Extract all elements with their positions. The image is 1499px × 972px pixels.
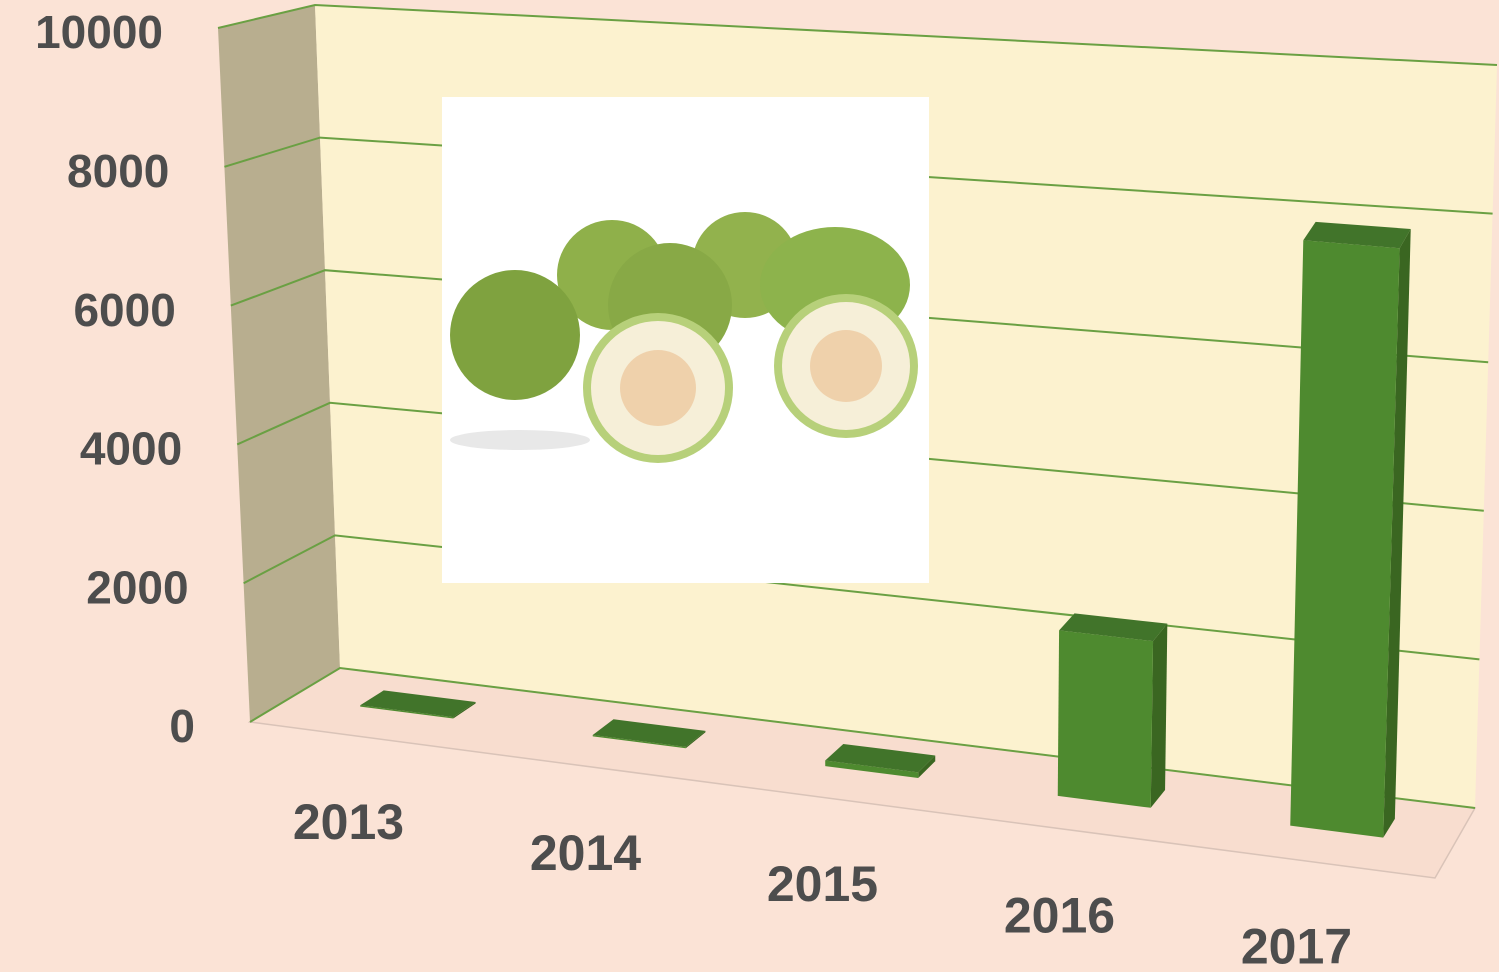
x-tick-label: 2016 <box>1004 887 1115 943</box>
bar <box>360 690 476 719</box>
bar <box>592 719 706 749</box>
bar-top <box>1059 613 1168 642</box>
grid-line <box>224 136 1493 215</box>
bar-front <box>360 705 454 719</box>
x-tick-label: 2017 <box>1241 919 1352 972</box>
bar-front <box>1290 240 1400 838</box>
grid-line <box>217 3 1498 66</box>
bar-front <box>592 734 686 749</box>
x-tick-label: 2015 <box>767 856 878 912</box>
grid-line <box>236 401 1484 512</box>
bar-top <box>360 690 476 718</box>
bar-front <box>1057 630 1154 808</box>
bar-front <box>825 760 919 779</box>
y-tick-label: 2000 <box>86 561 188 613</box>
side-wall <box>218 5 340 722</box>
y-tick-label: 0 <box>169 700 195 752</box>
grid-line <box>230 269 1489 364</box>
y-tick-label: 6000 <box>73 284 175 336</box>
bar <box>825 743 936 779</box>
bar <box>1290 221 1411 838</box>
bar <box>1057 613 1168 808</box>
y-tick-label: 4000 <box>80 423 182 475</box>
x-tick-label: 2013 <box>293 794 404 850</box>
bar-top <box>592 719 706 747</box>
bar-top <box>1303 221 1411 249</box>
y-tick-label: 10000 <box>35 6 163 58</box>
guava-photo <box>442 97 929 583</box>
labels: 0 2000 4000 6000 8000 10000 2013 2014 2015 2016 20… <box>35 6 1352 972</box>
bar-side <box>1383 229 1411 838</box>
bar-side <box>1150 623 1168 808</box>
bars <box>360 221 1411 838</box>
bar-side <box>453 701 476 719</box>
bar-side <box>918 755 936 779</box>
bar-top <box>825 743 936 773</box>
y-tick-label: 8000 <box>67 145 169 197</box>
bar-side <box>685 730 706 749</box>
x-tick-label: 2014 <box>530 825 641 881</box>
